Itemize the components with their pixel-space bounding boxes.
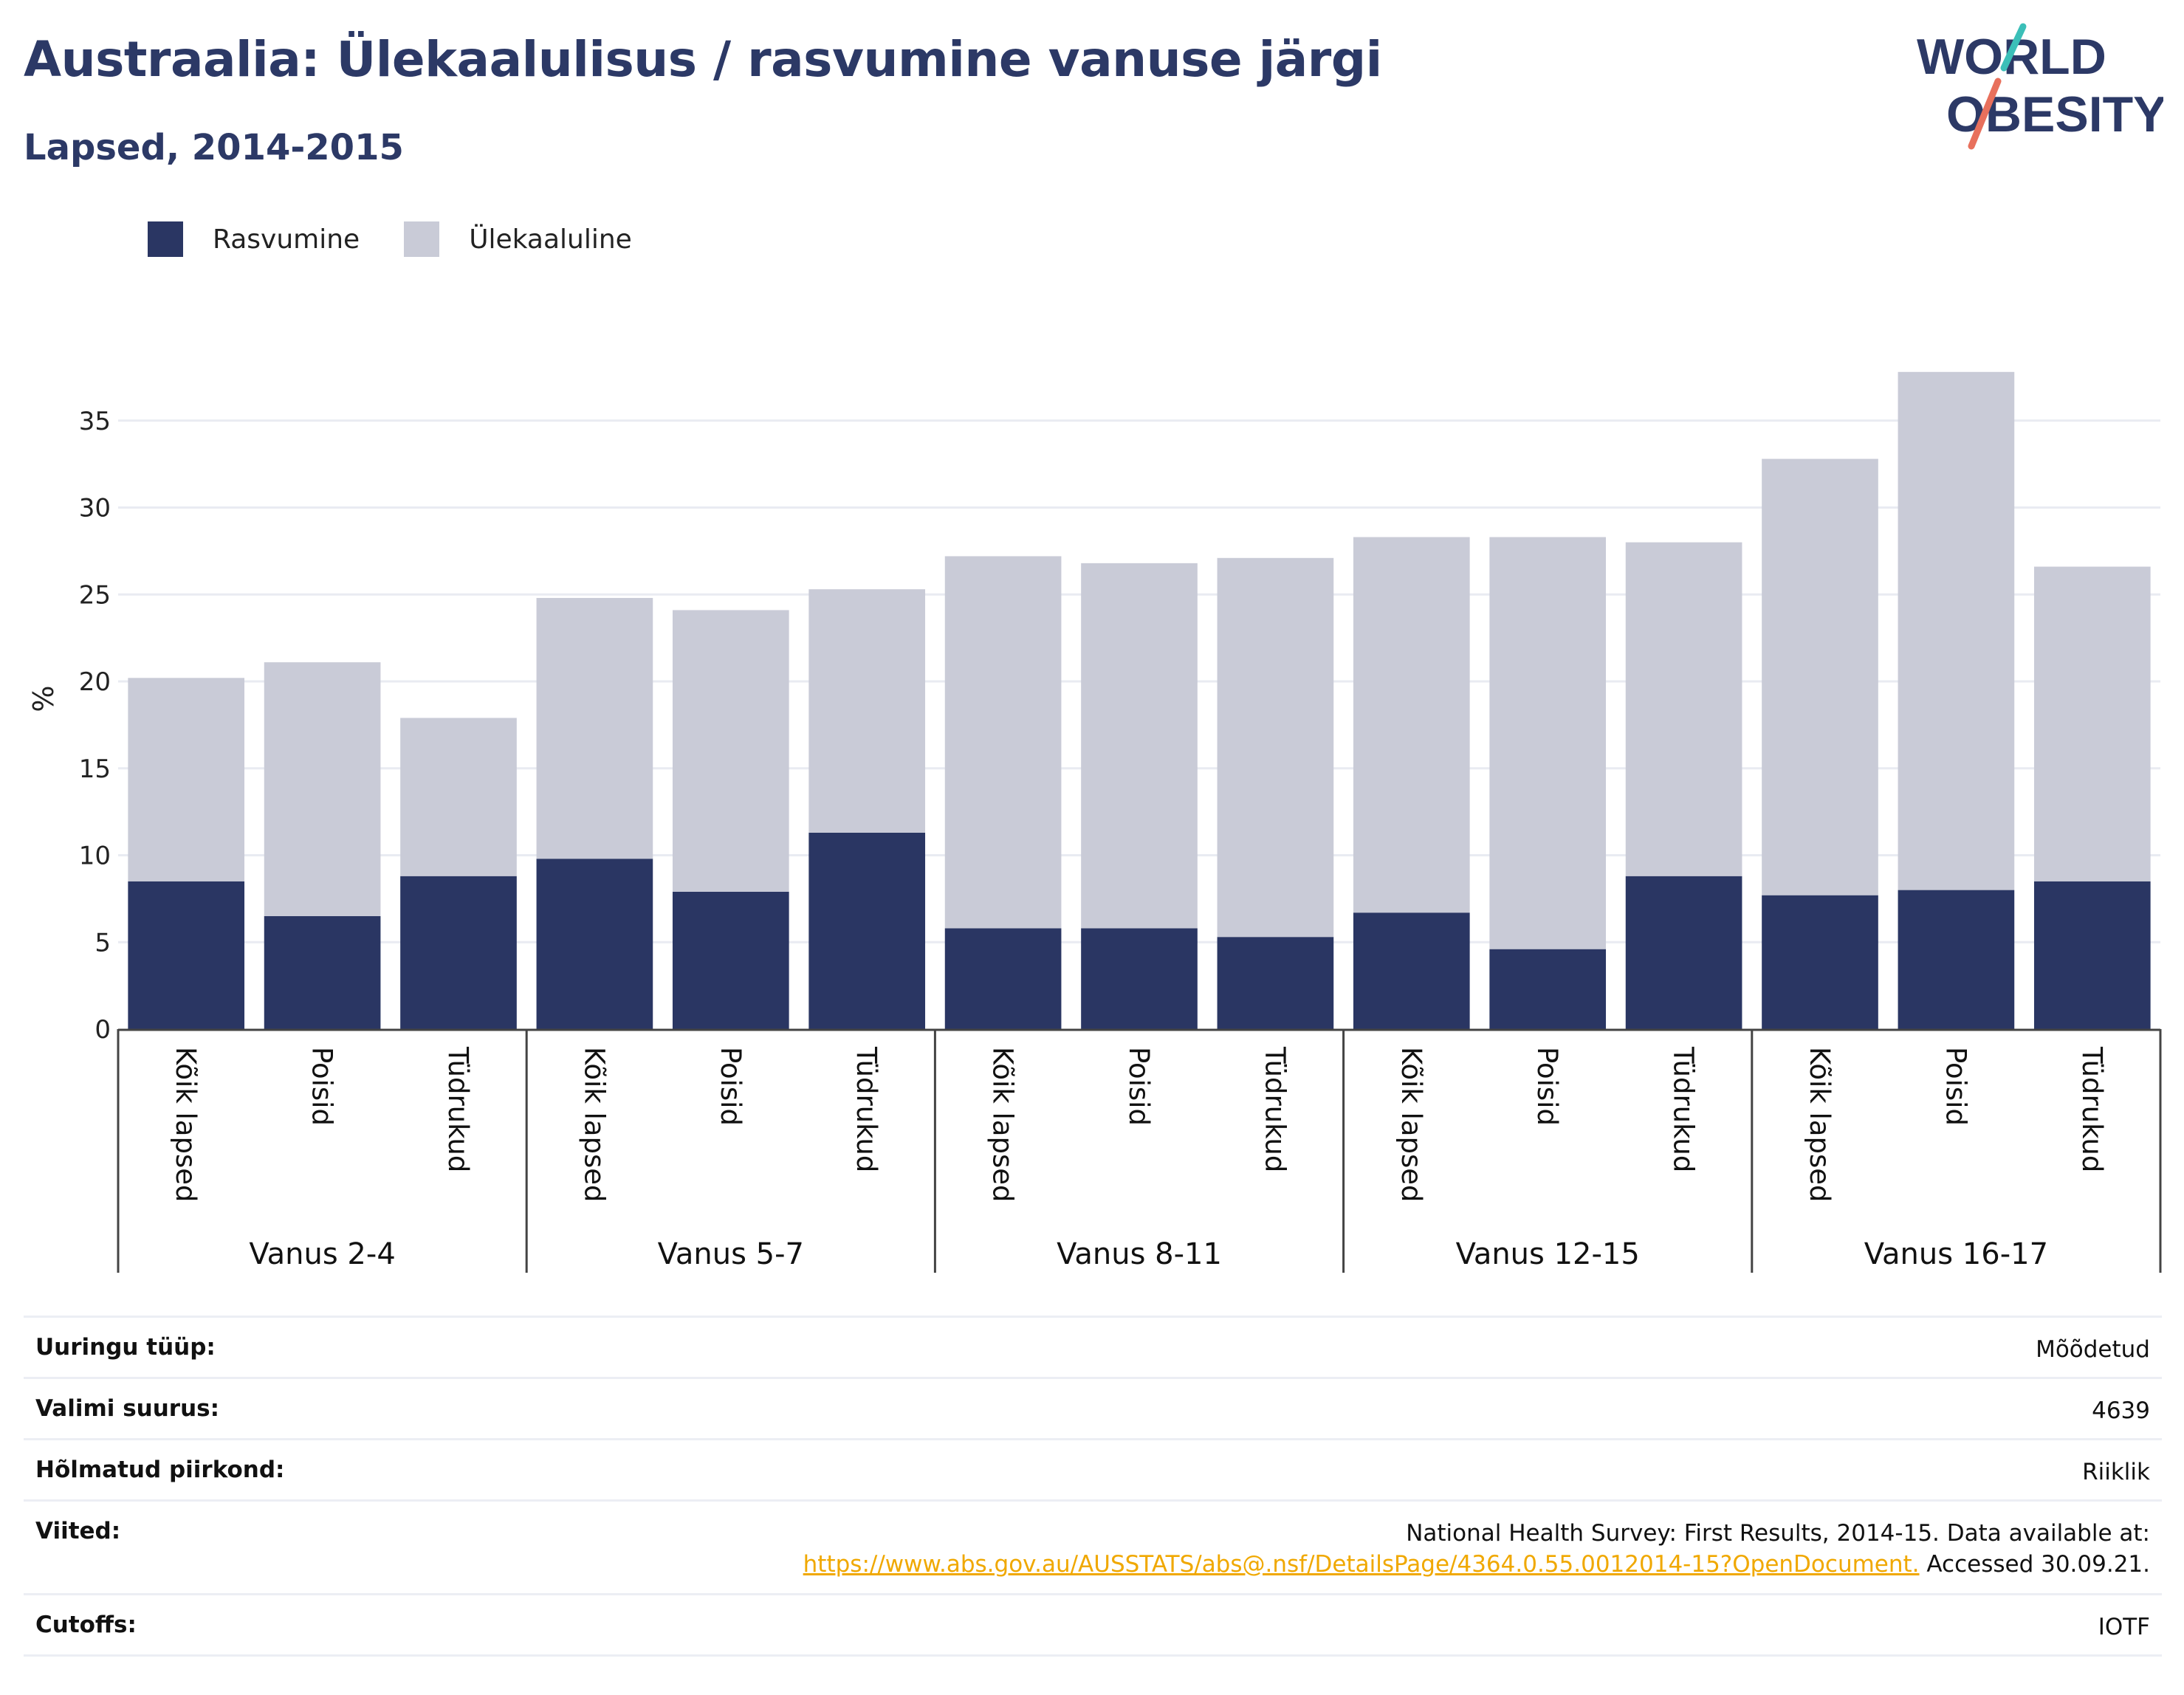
- info-label: Viited:: [35, 1518, 121, 1544]
- bar-overweight: [1625, 542, 1742, 876]
- info-row-survey-type: Uuringu tüüp: Mõõdetud: [24, 1316, 2162, 1377]
- bar-obesity: [672, 891, 789, 1029]
- bar-overweight: [128, 678, 245, 881]
- info-value: Mõõdetud: [2036, 1336, 2150, 1363]
- info-table: Uuringu tüüp: Mõõdetud Valimi suurus: 46…: [24, 1316, 2162, 1657]
- bar-overweight: [1762, 458, 1878, 895]
- y-tick-label: 25: [79, 580, 111, 610]
- bar-overweight: [944, 556, 1062, 929]
- chart-title: Austraalia: Ülekaalulisus / rasvumine va…: [24, 31, 1382, 88]
- bar-obesity: [808, 832, 926, 1029]
- bar-overweight: [672, 610, 789, 892]
- legend-item-overweight[interactable]: Ülekaaluline: [404, 221, 632, 257]
- bar-overweight: [1898, 371, 2015, 890]
- x-tick-label: Poisid: [1531, 1047, 1563, 1126]
- y-tick-label: 15: [79, 754, 111, 784]
- bar-obesity: [1217, 937, 1334, 1029]
- bar-obesity: [1625, 876, 1742, 1029]
- bar-overweight: [400, 718, 517, 876]
- y-tick-label: 30: [79, 494, 111, 523]
- x-tick-label: Kõik lapsed: [578, 1047, 610, 1203]
- x-tick-label: Kõik lapsed: [987, 1047, 1019, 1203]
- x-tick-label: Kõik lapsed: [1804, 1047, 1836, 1203]
- bar-obesity: [1489, 949, 1607, 1029]
- x-tick-label: Tüdrukud: [442, 1046, 474, 1172]
- group-label: Vanus 2-4: [249, 1237, 395, 1271]
- info-label: Valimi suurus:: [35, 1395, 219, 1422]
- info-label: Cutoffs:: [35, 1612, 137, 1638]
- info-row-cutoffs: Cutoffs: IOTF: [24, 1593, 2162, 1657]
- info-label: Uuringu tüüp:: [35, 1334, 216, 1361]
- legend-label-overweight: Ülekaaluline: [469, 224, 632, 255]
- bar-obesity: [1762, 895, 1878, 1029]
- info-label: Hõlmatud piirkond:: [35, 1457, 285, 1483]
- x-tick-label: Tüdrukud: [851, 1046, 882, 1172]
- chart-subtitle: Lapsed, 2014-2015: [24, 127, 404, 168]
- bar-obesity: [2033, 881, 2151, 1029]
- bar-overweight: [536, 597, 653, 859]
- x-tick-label: Poisid: [715, 1047, 746, 1126]
- y-tick-label: 35: [79, 407, 111, 436]
- x-tick-label: Tüdrukud: [2076, 1046, 2108, 1172]
- legend: Rasvumine Ülekaaluline: [148, 220, 676, 258]
- world-obesity-logo[interactable]: WORLD OBESITY: [1912, 22, 2163, 155]
- x-tick-label: Poisid: [306, 1047, 338, 1126]
- x-tick-label: Tüdrukud: [1259, 1046, 1291, 1172]
- x-tick-label: Tüdrukud: [1668, 1046, 1700, 1172]
- info-row-references: Viited: National Health Survey: First Re…: [24, 1499, 2162, 1593]
- bar-overweight: [1489, 537, 1607, 949]
- group-label: Vanus 8-11: [1057, 1237, 1222, 1271]
- reference-link[interactable]: https://www.abs.gov.au/AUSSTATS/abs@.nsf…: [803, 1551, 1920, 1578]
- y-axis-label: %: [27, 685, 60, 712]
- x-tick-label: Poisid: [1123, 1047, 1155, 1126]
- reference-accessed: Accessed 30.09.21.: [1919, 1551, 2150, 1578]
- bar-obesity: [1353, 912, 1470, 1029]
- group-label: Vanus 12-15: [1456, 1237, 1640, 1271]
- bar-obesity: [128, 881, 245, 1029]
- bar-obesity: [1898, 890, 2015, 1029]
- bar-overweight: [264, 662, 381, 916]
- info-value: IOTF: [2098, 1614, 2150, 1640]
- logo-slash-coral: [1968, 78, 2002, 150]
- y-tick-label: 0: [95, 1015, 111, 1045]
- info-row-sample-size: Valimi suurus: 4639: [24, 1377, 2162, 1438]
- info-value: Riiklik: [2082, 1459, 2150, 1485]
- x-tick-label: Kõik lapsed: [170, 1047, 202, 1203]
- y-tick-label: 20: [79, 667, 111, 697]
- info-row-area: Hõlmatud piirkond: Riiklik: [24, 1438, 2162, 1499]
- bar-obesity: [944, 928, 1062, 1029]
- legend-label-obesity: Rasvumine: [213, 224, 360, 255]
- y-tick-label: 5: [95, 928, 111, 957]
- group-label: Vanus 5-7: [658, 1237, 804, 1271]
- y-tick-label: 10: [79, 842, 111, 871]
- bar-overweight: [808, 589, 926, 833]
- bar-overweight: [1081, 563, 1198, 929]
- stacked-bar-chart: 0 5 10 15 20 25 30 35% Kõik lapsed Poisid Tüdrukud…: [27, 371, 2162, 1273]
- info-value: 4639: [2092, 1397, 2150, 1424]
- bar-obesity: [400, 876, 517, 1029]
- legend-item-obesity[interactable]: Rasvumine: [148, 221, 360, 257]
- x-tick-label: Poisid: [1940, 1047, 1971, 1126]
- bar-overweight: [1353, 537, 1470, 913]
- bar-overweight: [1217, 557, 1334, 938]
- bar-obesity: [1081, 928, 1198, 1029]
- bar-overweight: [2033, 566, 2151, 881]
- info-value-references: National Health Survey: First Results, 2…: [803, 1518, 2150, 1580]
- legend-swatch-obesity: [148, 221, 183, 257]
- bar-obesity: [536, 859, 653, 1029]
- logo-slash-teal: [2000, 23, 2027, 72]
- reference-text: National Health Survey: First Results, 2…: [1406, 1520, 2150, 1547]
- bar-obesity: [264, 915, 381, 1029]
- legend-swatch-overweight: [404, 221, 440, 257]
- x-tick-label: Kõik lapsed: [1395, 1047, 1427, 1203]
- group-label: Vanus 16-17: [1864, 1237, 2048, 1271]
